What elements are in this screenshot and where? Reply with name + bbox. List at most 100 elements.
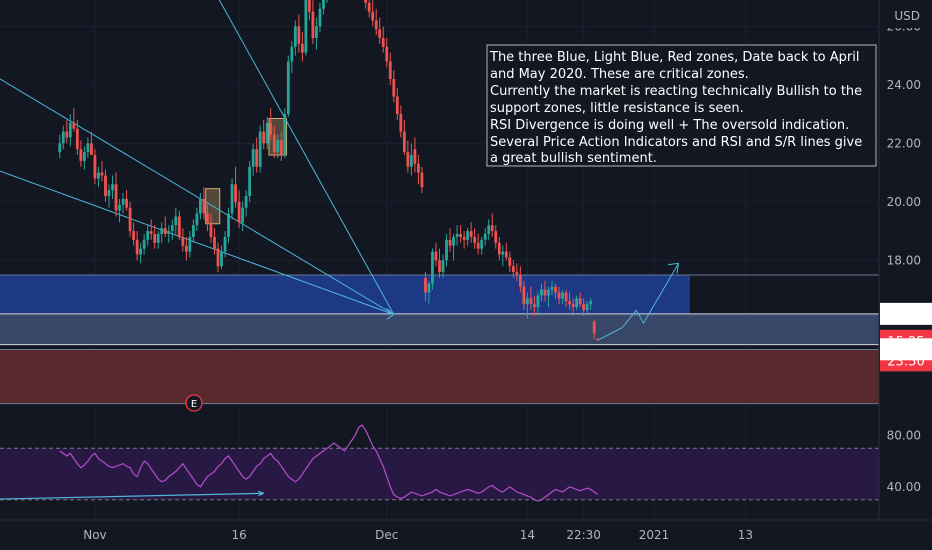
candle-body-150 [585, 304, 589, 311]
candle-body-48 [227, 213, 230, 237]
candle-body-28 [156, 234, 160, 243]
candle-body-117 [469, 231, 473, 237]
event-marker[interactable]: E [185, 394, 203, 412]
time-tick-label-2: Dec [375, 528, 398, 542]
candle-body-62 [276, 140, 280, 153]
candle-body-41 [202, 198, 206, 214]
candle-body-53 [244, 195, 248, 208]
candle-body-4 [72, 122, 76, 129]
price-tag-3 [880, 338, 932, 361]
candle-body-144 [564, 292, 568, 302]
candle-body-142 [557, 292, 561, 299]
price-tick-label-2: 22.00 [887, 136, 921, 150]
annotation-line-6: Several Price Action Indicators and RSI … [490, 135, 862, 150]
rsi-tick-label-1: 80.00 [887, 428, 921, 442]
candle-body-104 [424, 277, 427, 293]
candle-body-122 [487, 225, 491, 235]
candle-body-118 [473, 236, 477, 243]
candle-body-90 [374, 20, 378, 30]
projection-3 [635, 309, 644, 324]
candle-body-108 [438, 260, 441, 273]
candle-body-132 [522, 286, 526, 305]
time-tick-label-3: 14 [520, 528, 535, 542]
candle-body-20 [128, 207, 132, 232]
candle-body-22 [135, 239, 139, 255]
candle-body-115 [462, 236, 466, 240]
candle-body-38 [191, 225, 195, 237]
candle-body-112 [452, 236, 455, 246]
candle-body-113 [455, 234, 459, 237]
candle-body-73 [315, 26, 318, 39]
candle-body-92 [381, 38, 385, 47]
candle-body-98 [402, 131, 406, 153]
candle-body-56 [255, 149, 259, 167]
candle-body-6 [79, 149, 83, 161]
candle-body-93 [385, 46, 389, 62]
candle-body-68 [297, 26, 301, 44]
time-scale[interactable]: Nov 16 Dec 14 22:30 2021 13 [0, 519, 932, 542]
candle-body-74 [318, 8, 322, 27]
candle-body-134 [529, 298, 533, 305]
candle-body-21 [132, 231, 136, 240]
candle-body-59 [265, 122, 269, 144]
candle-body-49 [230, 184, 234, 214]
candle-body-42 [206, 213, 209, 223]
candle-body-151 [589, 301, 593, 305]
candle-body-110 [445, 239, 448, 261]
trend-lines [0, 0, 680, 341]
candle-body-147 [575, 298, 579, 308]
rsi-tick-label-0: 40.00 [887, 480, 921, 494]
candle-body-43 [209, 222, 213, 237]
candle-body-125 [497, 242, 501, 255]
annotation-line-2: and May 2020. These are critical zones. [490, 67, 749, 82]
candle-body-143 [561, 292, 564, 299]
candle-body-12 [100, 172, 104, 176]
candle-body-36 [184, 245, 188, 252]
candle-body-35 [181, 236, 185, 246]
time-axis-labels: Nov 16 Dec 14 22:30 2021 13 [83, 528, 753, 542]
candle-body-102 [417, 163, 420, 173]
candle-body-114 [459, 234, 462, 237]
candle-body-91 [378, 29, 382, 39]
rsi-divergence-line [0, 492, 264, 500]
candle-body-111 [448, 239, 452, 246]
candle-body-105 [427, 283, 431, 293]
projection-1 [597, 327, 623, 341]
candle-body-141 [554, 286, 557, 293]
time-tick-label-0: Nov [83, 528, 106, 542]
currency-label: USD [894, 9, 920, 23]
candle-body-50 [234, 184, 237, 202]
zone-blue [0, 274, 690, 316]
trend-line-3 [218, 0, 395, 315]
candle-body-140 [550, 286, 554, 290]
candle-body-54 [248, 166, 252, 196]
candle-body-148 [578, 298, 582, 305]
candle-body-96 [395, 96, 399, 115]
candle-body-46 [220, 251, 223, 267]
candle-body-139 [547, 289, 550, 296]
candle-body-26 [149, 231, 153, 235]
candle-body-29 [160, 228, 164, 235]
candles [58, 0, 600, 341]
candle-body-44 [213, 236, 216, 249]
zone-light-blue [0, 313, 879, 345]
candle-body-101 [413, 149, 417, 164]
candle-body-65 [286, 61, 290, 115]
candle-body-130 [515, 272, 519, 275]
candle-body-153 [596, 339, 600, 341]
annotation-box[interactable]: The three Blue, Light Blue, Red zones, D… [486, 44, 877, 167]
candle-body-18 [121, 198, 125, 205]
candle-body-7 [82, 152, 86, 161]
candle-body-128 [508, 257, 512, 267]
candle-body-88 [367, 2, 371, 12]
candle-body-14 [107, 190, 111, 196]
candle-body-17 [118, 204, 121, 211]
rsi-line [59, 424, 599, 502]
annotation-line-7: a great bullish sentiment. [490, 151, 657, 166]
rsi-pane [0, 424, 879, 502]
candle-body-109 [441, 260, 445, 273]
candle-body-37 [188, 236, 192, 252]
